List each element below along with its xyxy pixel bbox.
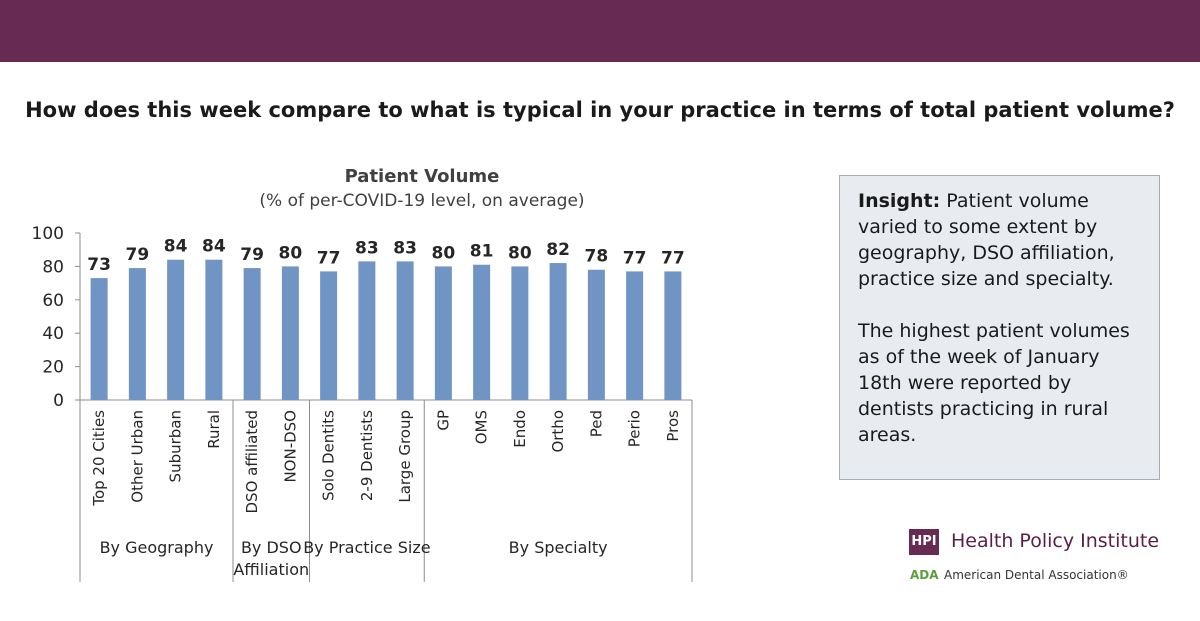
patient-volume-chart: Patient Volume (% of per-COVID-19 level, … xyxy=(32,166,693,582)
chart-subtitle: (% of per-COVID-19 level, on average) xyxy=(259,191,584,211)
bar-ortho xyxy=(549,263,567,400)
y-tick-label-0: 0 xyxy=(53,391,64,411)
group-label-by-dso: By DSO xyxy=(241,538,302,557)
bar-perio xyxy=(626,271,644,400)
bar-suburban xyxy=(167,259,185,400)
bar-pros xyxy=(664,271,682,400)
category-label-2-9-dentists: 2-9 Dentists xyxy=(358,410,376,501)
insight-text-2: The highest patient volumes as of the we… xyxy=(858,320,1130,446)
y-tick-label-20: 20 xyxy=(42,358,64,378)
ada-name: American Dental Association® xyxy=(944,568,1129,582)
bar-oms xyxy=(473,264,491,400)
value-label-ped: 78 xyxy=(585,247,609,267)
value-label-large-group: 83 xyxy=(393,238,417,258)
header-band xyxy=(0,0,1200,62)
category-label-gp: GP xyxy=(434,410,452,431)
bar-dso-affiliated xyxy=(243,268,261,400)
bar-large-group xyxy=(396,261,414,400)
value-label-dso-affiliated: 79 xyxy=(240,245,264,265)
value-label-other-urban: 79 xyxy=(126,245,150,265)
category-label-ped: Ped xyxy=(587,410,605,437)
category-label-endo: Endo xyxy=(511,410,529,448)
category-label-non-dso: NON-DSO xyxy=(281,410,299,483)
insight-text-1: Patient volume varied to some extent by … xyxy=(858,190,1115,290)
category-label-other-urban: Other Urban xyxy=(128,410,146,503)
y-tick-label-60: 60 xyxy=(42,291,64,311)
bar-non-dso xyxy=(281,266,299,400)
value-label-gp: 80 xyxy=(432,243,456,263)
group-label-by-specialty: By Specialty xyxy=(509,538,608,557)
hpi-logo-badge: HPI xyxy=(909,529,939,555)
bar-endo xyxy=(511,266,529,400)
value-label-solo-dentits: 77 xyxy=(317,248,341,268)
y-tick-label-80: 80 xyxy=(42,257,64,277)
value-label-non-dso: 80 xyxy=(279,243,303,263)
hpi-name: Health Policy Institute xyxy=(951,530,1160,552)
category-label-large-group: Large Group xyxy=(396,410,414,503)
bar-rural xyxy=(205,259,223,400)
value-label-rural: 84 xyxy=(202,237,226,257)
category-label-dso-affiliated: DSO affiliated xyxy=(243,410,261,514)
bar-other-urban xyxy=(128,268,146,400)
y-tick-label-40: 40 xyxy=(42,324,64,344)
insight-box: Insight: Patient volume varied to some e… xyxy=(839,175,1160,480)
value-label-top-20-cities: 73 xyxy=(87,255,111,275)
value-label-suburban: 84 xyxy=(164,237,188,257)
bar-top-20-cities xyxy=(90,278,108,400)
chart-title: Patient Volume xyxy=(345,166,500,187)
category-label-oms: OMS xyxy=(473,410,491,444)
value-label-2-9-dentists: 83 xyxy=(355,238,379,258)
category-label-pros: Pros xyxy=(664,410,682,442)
group-label-by-practice-size: By Practice Size xyxy=(303,538,430,557)
group-label-affiliation: Affiliation xyxy=(233,560,309,579)
ada-abbreviation: ADA xyxy=(910,568,939,582)
bar-ped xyxy=(587,269,605,400)
bar-solo-dentits xyxy=(320,271,338,400)
category-label-solo-dentits: Solo Dentits xyxy=(320,410,338,501)
category-label-perio: Perio xyxy=(626,410,644,447)
y-tick-label-100: 100 xyxy=(32,224,64,244)
value-label-ortho: 82 xyxy=(546,240,570,260)
value-label-endo: 80 xyxy=(508,243,532,263)
value-label-pros: 77 xyxy=(661,248,685,268)
value-label-perio: 77 xyxy=(623,248,647,268)
category-label-suburban: Suburban xyxy=(167,410,185,482)
insight-paragraph-1: Insight: Patient volume varied to some e… xyxy=(858,188,1143,292)
bar-gp xyxy=(434,266,452,400)
bar-2-9-dentists xyxy=(358,261,376,400)
category-label-top-20-cities: Top 20 Cities xyxy=(90,410,108,507)
value-label-oms: 81 xyxy=(470,242,494,262)
insight-heading: Insight: xyxy=(858,190,941,212)
category-label-rural: Rural xyxy=(205,410,223,449)
group-label-by-geography: By Geography xyxy=(100,538,214,557)
survey-question: How does this week compare to what is ty… xyxy=(25,98,1175,122)
category-label-ortho: Ortho xyxy=(549,410,567,453)
